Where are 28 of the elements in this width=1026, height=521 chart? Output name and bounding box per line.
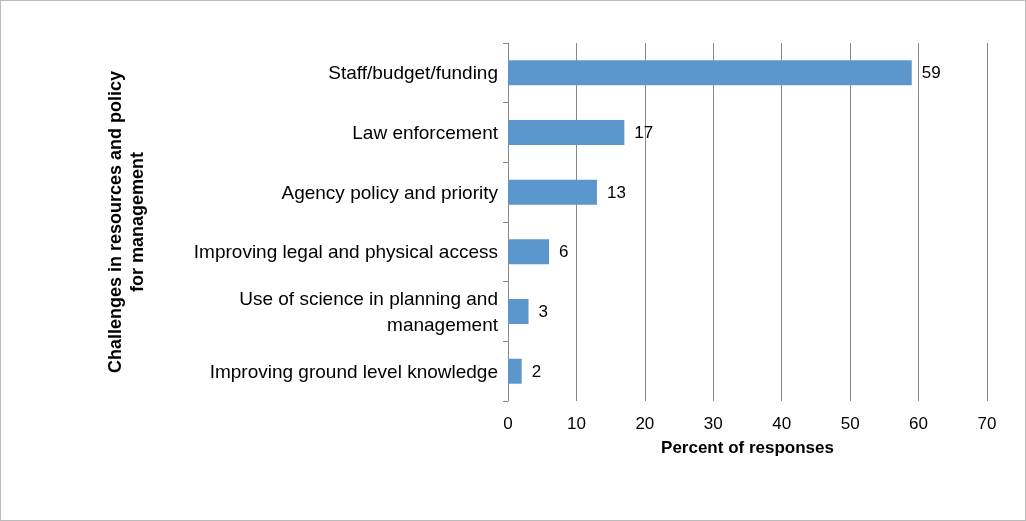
y-tick-label: Improving ground level knowledge xyxy=(209,360,498,382)
y-tick-label: Use of science in planning and management xyxy=(239,288,499,335)
x-tick-label: 20 xyxy=(635,414,655,433)
y-axis-title: Challenges in resources and policy for management xyxy=(105,70,147,374)
y-tick-label: Improving legal and physical access xyxy=(193,241,498,263)
data-label: 3 xyxy=(538,302,548,321)
bar xyxy=(508,119,625,146)
x-tick-label: 70 xyxy=(977,414,997,433)
x-tick-label: 10 xyxy=(566,414,586,433)
bar xyxy=(508,358,522,384)
data-label: 2 xyxy=(531,361,542,381)
x-axis-title: Percent of responses xyxy=(661,438,834,457)
y-tick-label: Agency policy and priority xyxy=(281,181,499,203)
bar xyxy=(508,179,597,205)
x-tick-label: 40 xyxy=(772,414,792,433)
bar xyxy=(508,298,529,325)
y-tick-label: Staff/budget/funding xyxy=(328,62,498,84)
y-tick-label: Law enforcement xyxy=(352,122,499,143)
bar xyxy=(508,60,912,86)
data-label: 13 xyxy=(606,182,626,202)
data-label: 59 xyxy=(921,63,941,83)
data-label: 6 xyxy=(559,242,569,262)
x-tick-label: 0 xyxy=(503,414,513,433)
data-label: 17 xyxy=(634,123,654,142)
x-tick-label: 50 xyxy=(840,414,860,433)
bar xyxy=(508,239,550,265)
x-tick-label: 60 xyxy=(909,414,929,433)
x-tick-label: 30 xyxy=(703,414,723,433)
